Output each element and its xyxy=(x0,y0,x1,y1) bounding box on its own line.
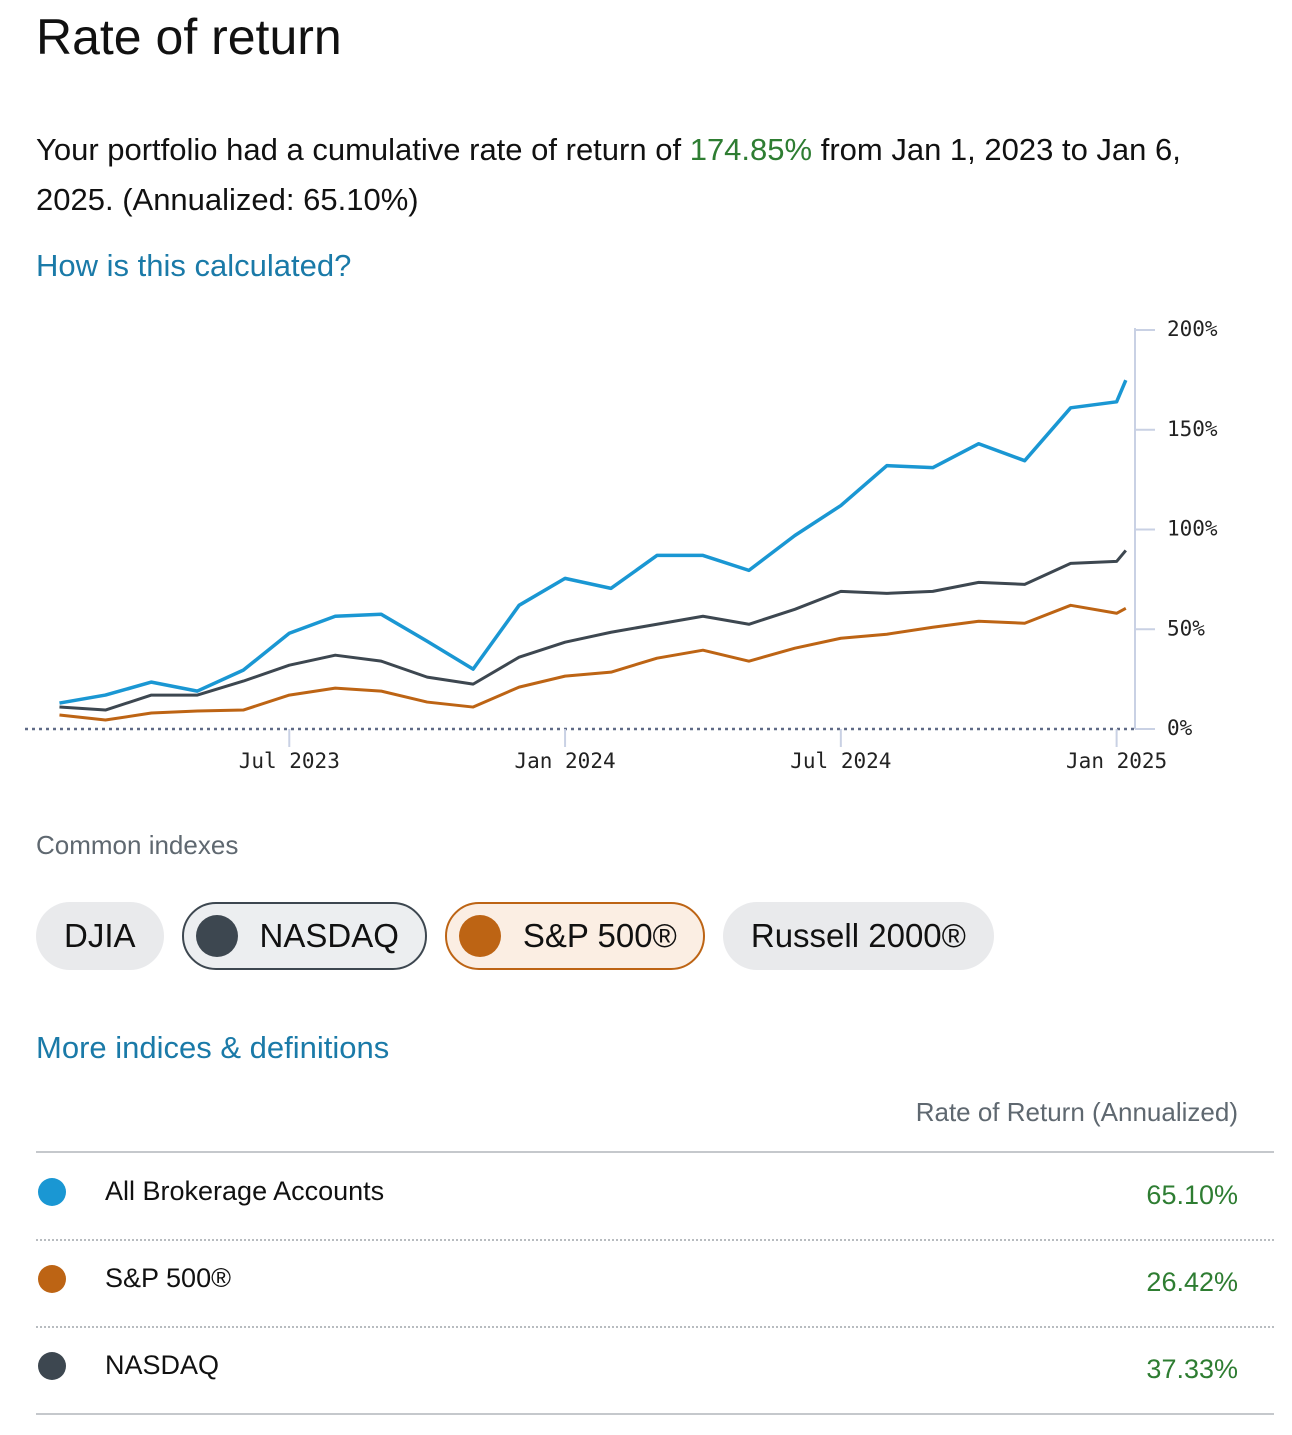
y-tick-label: 100% xyxy=(1167,517,1218,541)
series-line xyxy=(59,603,1127,722)
row-name: S&P 500® xyxy=(105,1263,231,1293)
y-tick-label: 0% xyxy=(1167,716,1193,740)
table-row: S&P 500® 26.42% xyxy=(36,1239,1274,1326)
divider xyxy=(36,1326,1274,1328)
chart: 0% 50% 100% 150% 200% Jul 2023 Jan 2024 Jul 202… xyxy=(25,317,1218,773)
chip-dot xyxy=(458,915,501,957)
cumulative-return: 174.85% xyxy=(689,132,813,167)
series-line xyxy=(59,549,1127,712)
divider xyxy=(36,1413,1274,1415)
x-tick-label: Jan 2025 xyxy=(1066,749,1167,773)
summary-text: from Jan 1, 2023 to Jan 6, 2025. (Annual… xyxy=(36,132,1181,217)
indexes-heading: Common indexes xyxy=(36,830,239,860)
chips: DJIA NASDAQ S&P 500® Russell 2000® xyxy=(36,902,994,970)
x-tick-label: Jul 2023 xyxy=(239,749,340,773)
y-tick-label: 50% xyxy=(1167,616,1205,640)
index-chip[interactable]: Russell 2000® xyxy=(722,902,994,970)
summary: Your portfolio had a cumulative rate of … xyxy=(36,125,1266,225)
legend-dot xyxy=(38,1265,66,1293)
more-link[interactable]: More indices & definitions xyxy=(36,1030,390,1065)
summary-text: Your portfolio had a cumulative rate of … xyxy=(36,132,682,167)
title: Rate of return xyxy=(36,9,342,65)
x-tick-label: Jan 2024 xyxy=(514,749,615,773)
series-line xyxy=(59,379,1128,705)
index-chip[interactable]: S&P 500® xyxy=(444,902,705,970)
chip-label: NASDAQ xyxy=(259,917,399,954)
index-chip[interactable]: NASDAQ xyxy=(181,902,427,970)
calc-link[interactable]: How is this calculated? xyxy=(36,248,352,283)
y-tick-label: 200% xyxy=(1167,317,1218,341)
y-tick-label: 150% xyxy=(1167,417,1218,441)
divider xyxy=(36,1151,1274,1153)
legend-dot xyxy=(38,1178,66,1206)
row-name: All Brokerage Accounts xyxy=(105,1176,385,1206)
row-value: 26.42% xyxy=(1146,1267,1238,1297)
index-chip[interactable]: DJIA xyxy=(36,902,164,970)
table-row: NASDAQ 37.33% xyxy=(36,1326,1274,1413)
x-tick-label: Jul 2024 xyxy=(790,749,891,773)
row-name: NASDAQ xyxy=(105,1350,220,1380)
row-value: 65.10% xyxy=(1146,1180,1238,1210)
chip-label: Russell 2000® xyxy=(750,917,966,954)
divider xyxy=(36,1239,1274,1241)
table-row: All Brokerage Accounts 65.10% xyxy=(36,1152,1274,1239)
chip-label: DJIA xyxy=(64,917,136,954)
chip-dot xyxy=(195,915,238,957)
legend-dot xyxy=(38,1352,66,1380)
table-header: Rate of Return (Annualized) xyxy=(915,1097,1238,1127)
row-value: 37.33% xyxy=(1146,1354,1238,1384)
chip-label: S&P 500® xyxy=(522,917,677,954)
